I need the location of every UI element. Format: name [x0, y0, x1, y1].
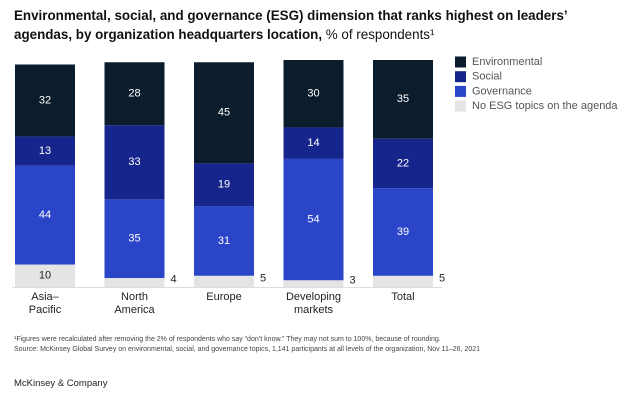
value-label: 3 — [349, 275, 355, 287]
value-label: 4 — [170, 273, 176, 285]
bar-segment — [373, 275, 433, 287]
value-label: 33 — [128, 156, 140, 168]
value-label: 35 — [397, 93, 409, 105]
x-tick-label: Asia– Pacific — [28, 291, 62, 316]
value-label: 45 — [218, 107, 230, 119]
bar-segment — [373, 138, 433, 189]
value-label: 5 — [439, 272, 445, 284]
chart-title: Environmental, social, and governance (E… — [14, 8, 567, 42]
legend-swatch — [455, 71, 466, 83]
bar-segment — [194, 163, 254, 207]
bar-segment — [15, 264, 75, 287]
value-label: 35 — [128, 233, 140, 245]
value-label: 54 — [307, 213, 319, 225]
bar-segment — [373, 188, 433, 276]
bar-segment — [15, 64, 75, 137]
chart-subtitle: % of respondents¹ — [325, 27, 435, 42]
bar-segment — [104, 278, 165, 287]
legend-swatch — [455, 56, 466, 68]
bar-segment — [194, 206, 254, 276]
legend-label: No ESG topics on the agenda — [472, 100, 618, 112]
bar-segment — [283, 158, 344, 281]
value-label: 30 — [307, 88, 319, 100]
x-tick-label: North America — [114, 291, 155, 316]
value-label: 13 — [39, 145, 51, 157]
legend-swatch — [455, 100, 466, 112]
legend-label: Social — [472, 71, 502, 83]
bar-segment — [283, 127, 344, 159]
legend-label: Environmental — [472, 56, 542, 68]
x-tick-label: Europe — [206, 291, 242, 303]
value-label: 10 — [39, 270, 51, 282]
footnote: ¹Figures were recalculated after removin… — [14, 336, 441, 343]
bar-segment — [104, 62, 165, 126]
legend-swatch — [455, 85, 466, 97]
bar-segment — [104, 199, 165, 279]
value-label: 14 — [307, 137, 319, 149]
value-label: 19 — [218, 179, 230, 191]
x-tick-label: Total — [391, 291, 415, 303]
bar-segment — [194, 62, 254, 164]
value-label: 44 — [39, 209, 51, 221]
value-label: 28 — [128, 88, 140, 100]
chart-title-block: Environmental, social, and governance (E… — [14, 6, 614, 44]
value-label: 39 — [397, 226, 409, 238]
bar-segment — [15, 165, 75, 265]
value-label: 5 — [260, 272, 266, 284]
bar-segment — [194, 275, 254, 287]
legend-label: Governance — [472, 85, 532, 97]
bar-segment — [283, 60, 344, 128]
value-label: 31 — [218, 235, 230, 247]
bar-segment — [15, 136, 75, 166]
bar-segment — [283, 280, 344, 287]
value-label: 22 — [397, 157, 409, 169]
source: Source: McKinsey Global Survey on enviro… — [14, 346, 481, 353]
value-label: 32 — [39, 94, 51, 106]
brand: McKinsey & Company — [14, 378, 108, 389]
x-tick-label: Developing markets — [285, 291, 342, 316]
bar-segment — [373, 60, 433, 139]
bar-segment — [104, 125, 165, 200]
